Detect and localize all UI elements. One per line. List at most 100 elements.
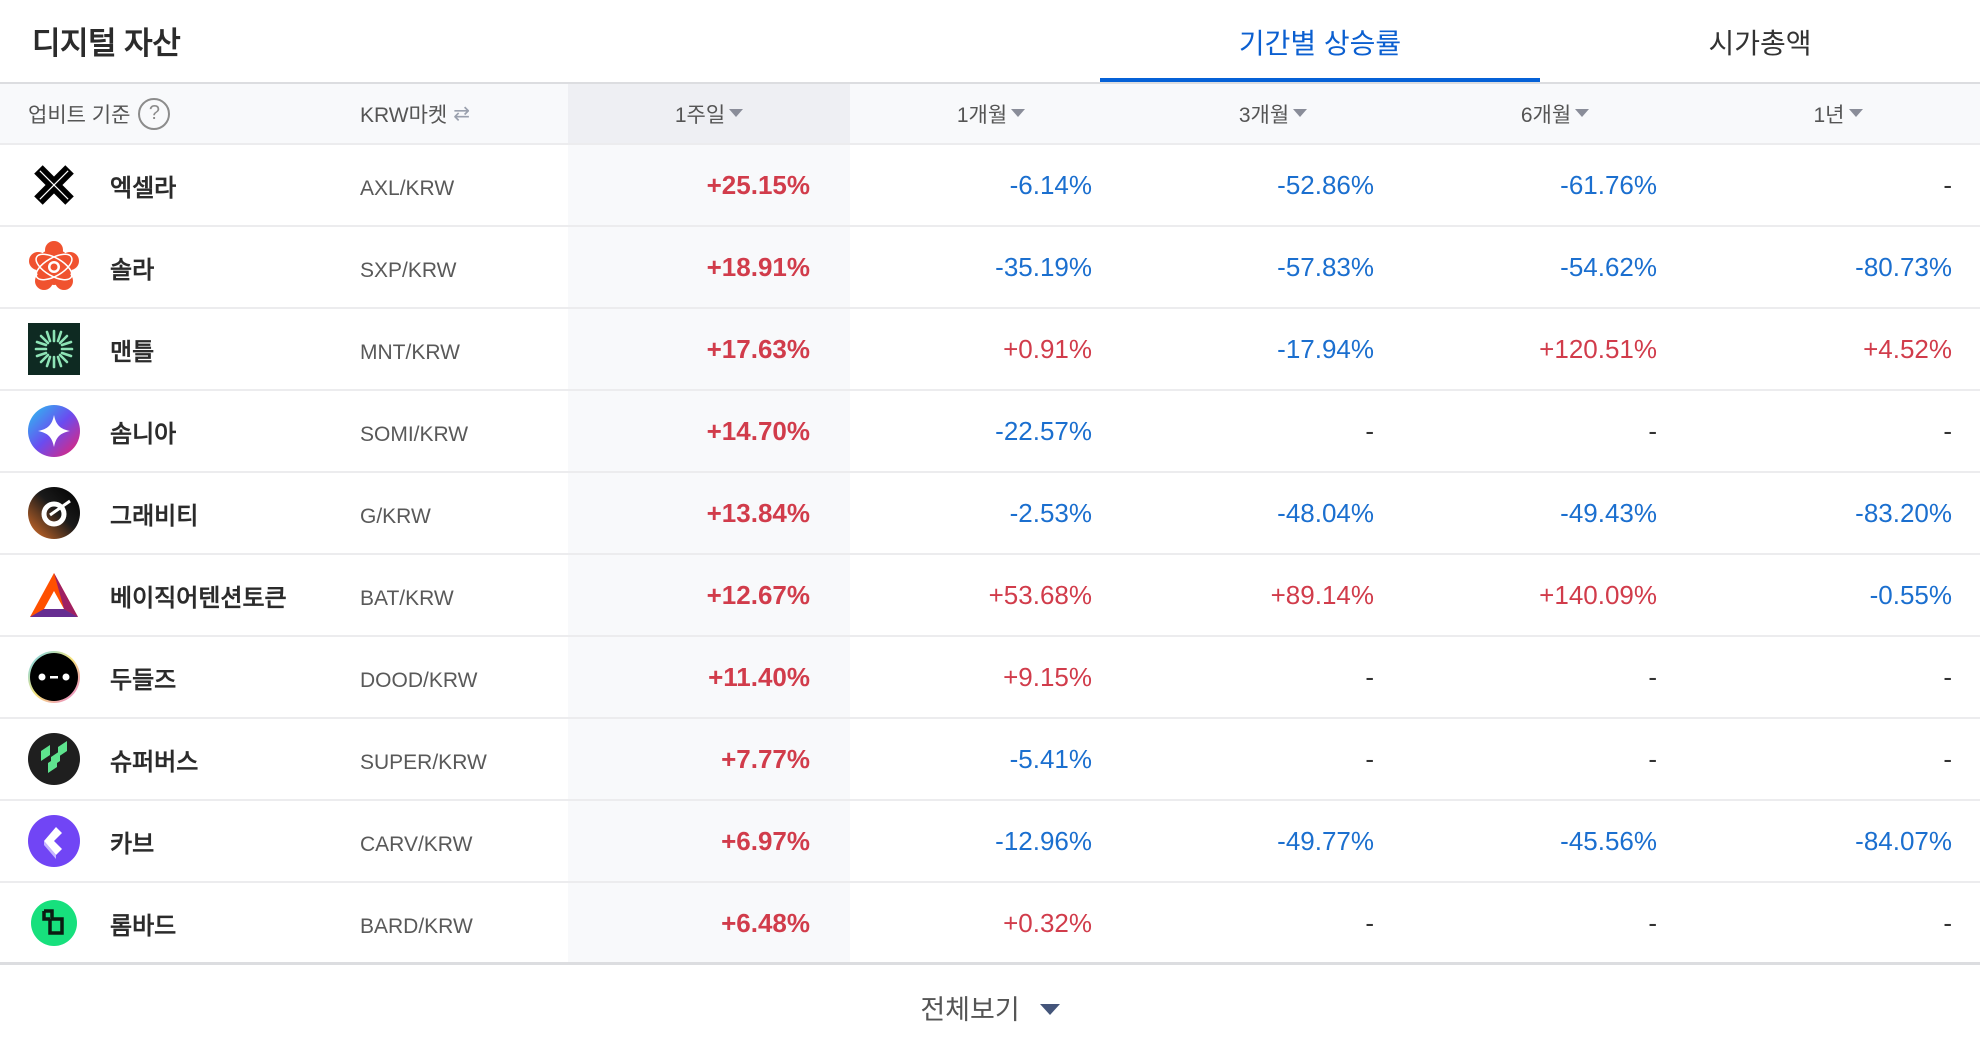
sort-down-icon [1011,108,1026,117]
table-header: 업비트 기준 ? KRW마켓 ⇄ 1주일 1개월 3개월 6개월 1년 [0,82,1980,145]
change-1주일: +6.97% [721,825,810,856]
change-1개월: -2.53% [1009,497,1092,528]
change-1년: - [1943,661,1952,692]
change-1개월: -12.96% [995,825,1092,856]
coin-name[interactable]: 롬바드 [110,912,177,940]
change-1년: +4.52% [1863,333,1952,364]
change-1년: - [1943,743,1952,774]
change-1년: - [1943,907,1952,938]
table-row[interactable]: 솜니아 SOMI/KRW +14.70% -22.57% - - - [0,391,1980,473]
table-row[interactable]: 솔라 SXP/KRW +18.91% -35.19% -57.83% -54.62% -80… [0,227,1980,309]
carv-icon [28,815,80,867]
active-tab-indicator [1100,78,1540,84]
help-icon[interactable]: ? [138,97,171,130]
coin-name[interactable]: 그래비티 [110,502,199,530]
change-6개월: - [1648,743,1657,774]
table-row[interactable]: 맨틀 MNT/KRW +17.63% +0.91% -17.94% +120.51% +4.… [0,309,1980,391]
change-3개월: - [1365,661,1374,692]
change-1개월: +53.68% [988,579,1092,610]
table-body: 엑셀라 AXL/KRW +25.15% -6.14% -52.86% -61.76% - 솔라… [0,145,1980,965]
table-row[interactable]: 그래비티 G/KRW +13.84% -2.53% -48.04% -49.43% -83.… [0,473,1980,555]
change-3개월: +89.14% [1270,579,1374,610]
coin-name[interactable]: 베이직어텐션토큰 [110,584,287,612]
sort-header-1week[interactable]: 1주일 [568,84,850,143]
sort-down-icon [1575,108,1590,117]
solar-icon [28,241,80,293]
market-pair: DOOD/KRW [360,669,478,692]
coin-name[interactable]: 엑셀라 [110,174,177,202]
change-1주일: +17.63% [706,333,810,364]
change-1개월: -22.57% [995,415,1092,446]
somnia-icon [28,405,80,457]
table-row[interactable]: 두들즈 DOOD/KRW +11.40% +9.15% - - - [0,637,1980,719]
market-pair: MNT/KRW [360,341,460,364]
gravity-icon [28,487,80,539]
change-6개월: +140.09% [1539,579,1657,610]
market-pair: CARV/KRW [360,833,473,856]
table-row[interactable]: 카브 CARV/KRW +6.97% -12.96% -49.77% -45.56% -84… [0,801,1980,883]
table-row[interactable]: 롬바드 BARD/KRW +6.48% +0.32% - - - [0,883,1980,965]
change-1주일: +14.70% [706,415,810,446]
market-label: KRW마켓 [360,103,448,127]
period-label: 3개월 [1238,103,1290,127]
tab-market-cap[interactable]: 시가총액 [1708,28,1812,59]
coin-name[interactable]: 슈퍼버스 [110,748,199,776]
coin-name[interactable]: 두들즈 [110,666,177,694]
change-1주일: +6.48% [721,907,810,938]
sort-header-6month[interactable]: 6개월 [1414,84,1696,143]
change-1년: -84.07% [1855,825,1952,856]
change-1개월: -35.19% [995,251,1092,282]
change-3개월: -48.04% [1277,497,1374,528]
basis-label: 업비트 기준 [28,103,131,127]
table-row[interactable]: 엑셀라 AXL/KRW +25.15% -6.14% -52.86% -61.76% - [0,145,1980,227]
market-pair: BAT/KRW [360,587,454,610]
axelar-icon [28,159,80,211]
change-1개월: -6.14% [1009,169,1092,200]
change-1개월: +9.15% [1003,661,1092,692]
change-1개월: +0.91% [1003,333,1092,364]
tab-period-gain[interactable]: 기간별 상승률 [1238,28,1402,59]
change-1주일: +7.77% [721,743,810,774]
market-pair: BARD/KRW [360,915,473,938]
lombard-icon [28,897,80,949]
view-all-label: 전체보기 [920,994,1020,1025]
change-6개월: -45.56% [1560,825,1657,856]
change-1주일: +13.84% [706,497,810,528]
sort-header-3month[interactable]: 3개월 [1132,84,1414,143]
period-label: 1개월 [956,103,1008,127]
change-6개월: -54.62% [1560,251,1657,282]
sort-header-1year[interactable]: 1년 [1696,84,1980,143]
bat-icon [28,569,80,621]
sort-header-1month[interactable]: 1개월 [850,84,1132,143]
sorted-column-highlight [568,145,850,965]
period-label: 1년 [1813,103,1845,127]
view-all-button[interactable]: 전체보기 [0,968,1980,1046]
page-title: 디지털 자산 [32,26,181,61]
change-3개월: - [1365,415,1374,446]
change-3개월: -17.94% [1277,333,1374,364]
coin-name[interactable]: 솜니아 [110,420,177,448]
market-pair: AXL/KRW [360,177,455,200]
change-6개월: +120.51% [1539,333,1657,364]
swap-icon[interactable]: ⇄ [453,103,471,125]
change-6개월: - [1648,661,1657,692]
sort-down-icon [1293,108,1308,117]
change-1개월: -5.41% [1009,743,1092,774]
coin-name[interactable]: 맨틀 [110,338,155,366]
change-6개월: - [1648,907,1657,938]
basis-header: 업비트 기준 ? [28,84,171,143]
change-1년: -83.20% [1855,497,1952,528]
change-1주일: +25.15% [706,169,810,200]
market-toggle[interactable]: KRW마켓 ⇄ [360,84,470,143]
change-1개월: +0.32% [1003,907,1092,938]
sort-down-icon [729,108,744,117]
change-3개월: -49.77% [1277,825,1374,856]
table-row[interactable]: 슈퍼버스 SUPER/KRW +7.77% -5.41% - - - [0,719,1980,801]
change-1주일: +12.67% [706,579,810,610]
change-3개월: -52.86% [1277,169,1374,200]
change-1년: - [1943,169,1952,200]
change-1년: -0.55% [1869,579,1952,610]
table-row[interactable]: 베이직어텐션토큰 BAT/KRW +12.67% +53.68% +89.14% +140… [0,555,1980,637]
coin-name[interactable]: 솔라 [110,256,155,284]
coin-name[interactable]: 카브 [110,830,155,858]
